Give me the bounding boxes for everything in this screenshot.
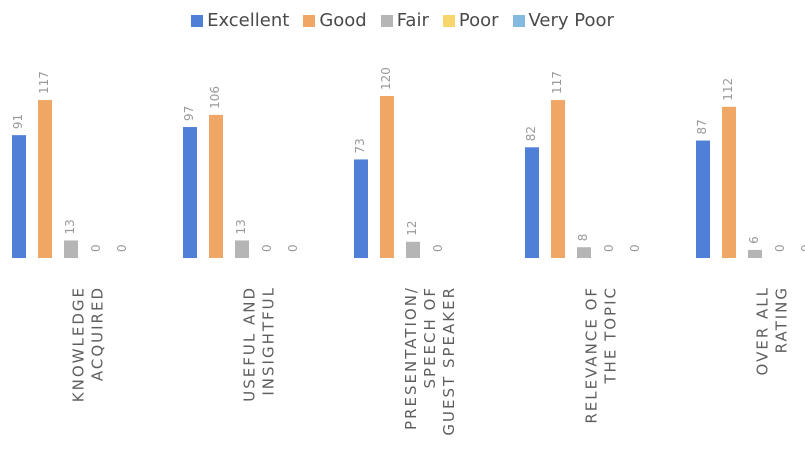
bar	[380, 96, 394, 258]
bar	[696, 140, 710, 258]
bar	[577, 247, 591, 258]
legend-item: Excellent	[191, 10, 289, 31]
legend-swatch	[512, 14, 525, 27]
legend-swatch	[191, 14, 204, 27]
legend-label: Very Poor	[528, 10, 614, 31]
bar	[551, 100, 565, 258]
bar	[64, 240, 78, 258]
data-label: 117	[37, 71, 51, 94]
data-label: 13	[63, 219, 77, 234]
category-label: RATING	[773, 286, 791, 353]
legend-swatch	[303, 14, 316, 27]
category-label: RELEVANCE OF	[583, 286, 601, 424]
category-label: PRESENTATION/	[402, 286, 420, 430]
data-label: 120	[379, 67, 393, 90]
legend-label: Excellent	[207, 10, 290, 31]
data-label: 0	[628, 244, 642, 252]
legend-label: Fair	[396, 10, 429, 31]
data-label: 13	[234, 219, 248, 234]
category-label: OVER ALL	[754, 286, 772, 375]
legend-label: Good	[319, 10, 367, 31]
category-label: KNOWLEDGE	[70, 286, 88, 402]
legend-label: Poor	[458, 10, 499, 31]
data-label: 82	[524, 126, 538, 141]
legend-item: Good	[303, 10, 367, 31]
data-label: 8	[576, 234, 590, 242]
category-label: SPEECH OF	[421, 286, 439, 388]
data-label: 0	[773, 244, 787, 252]
legend-item: Very Poor	[512, 10, 614, 31]
data-label: 87	[695, 119, 709, 134]
data-label: 97	[182, 106, 196, 121]
data-label: 6	[747, 236, 761, 244]
data-label: 0	[799, 244, 805, 252]
data-label: 12	[405, 221, 419, 236]
category-label: GUEST SPEAKER	[440, 286, 458, 436]
category-label: USEFUL AND	[241, 286, 259, 402]
data-label: 0	[602, 244, 616, 252]
legend: Excellent Good Fair Poor Very Poor	[0, 10, 805, 31]
category-label: THE TOPIC	[602, 286, 620, 385]
bar	[722, 106, 736, 258]
data-label: 0	[115, 244, 129, 252]
bar	[748, 249, 762, 258]
data-label: 106	[208, 86, 222, 109]
legend-swatch	[380, 14, 393, 27]
data-label: 0	[286, 244, 300, 252]
bar	[12, 135, 26, 258]
category-label: ACQUIRED	[89, 286, 107, 381]
bar	[406, 241, 420, 258]
legend-swatch	[442, 14, 455, 27]
bar	[38, 100, 52, 258]
data-label: 0	[89, 244, 103, 252]
bar	[235, 240, 249, 258]
bar	[209, 114, 223, 259]
data-label: 117	[550, 71, 564, 94]
data-label: 91	[11, 114, 25, 129]
bar	[354, 159, 368, 258]
category-label: INSIGHTFUL	[260, 286, 278, 396]
bar	[183, 127, 197, 258]
data-label: 112	[721, 78, 735, 101]
legend-item: Fair	[380, 10, 429, 31]
data-label: 0	[431, 244, 445, 252]
legend-item: Poor	[442, 10, 499, 31]
data-label: 73	[353, 138, 367, 153]
bar	[525, 147, 539, 258]
data-label: 0	[260, 244, 274, 252]
